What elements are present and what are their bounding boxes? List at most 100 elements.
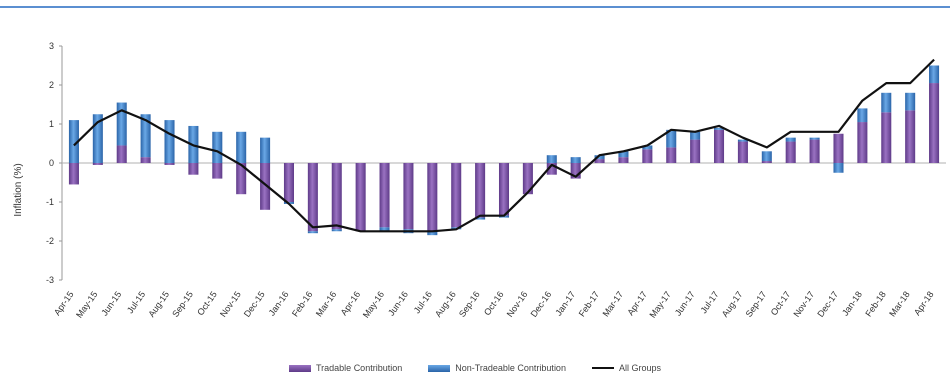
top-border-line	[0, 6, 950, 8]
x-tick-label: Feb-17	[577, 289, 602, 318]
bar-non-tradeable	[785, 137, 796, 142]
x-tick-label: Feb-16	[290, 289, 315, 318]
bar-series	[68, 65, 940, 236]
bar-non-tradeable	[737, 139, 748, 142]
bar-tradable	[116, 145, 127, 163]
legend-item-non-tradeable: Non-Tradeable Contribution	[428, 363, 566, 373]
x-tick-label: Dec-16	[529, 289, 554, 319]
x-tick-label: Jun-15	[99, 289, 123, 317]
bar-tradable	[642, 149, 653, 163]
x-tick-label: Jul-17	[698, 289, 720, 315]
x-tick-label: Jun-16	[386, 289, 410, 317]
bar-non-tradeable	[475, 217, 486, 220]
bar-tradable	[307, 163, 318, 232]
bar-non-tradeable	[929, 65, 940, 84]
bar-tradable	[427, 163, 438, 232]
x-tick-label: Sep-15	[170, 289, 195, 319]
bar-tradable	[92, 163, 103, 165]
x-tick-label: Jul-16	[412, 289, 434, 315]
y-axis-label: Inflation (%)	[13, 163, 24, 216]
bar-tradable	[809, 139, 820, 163]
bar-non-tradeable	[379, 227, 390, 232]
bar-tradable	[475, 163, 486, 218]
legend-label-all-groups: All Groups	[618, 363, 661, 373]
bar-non-tradeable	[905, 92, 916, 111]
y-tick-label: -2	[46, 236, 54, 246]
legend-item-tradable: Tradable Contribution	[289, 363, 402, 373]
bar-tradable	[905, 110, 916, 163]
bar-tradable	[522, 163, 533, 195]
x-tick-label: Apr-16	[339, 289, 363, 317]
legend-swatch-tradable	[289, 364, 311, 372]
all-groups-series-line	[73, 58, 935, 233]
x-tick-label: Nov-16	[505, 289, 530, 319]
x-tick-label: Jan-17	[553, 289, 577, 317]
bar-non-tradeable	[594, 155, 605, 160]
x-tick-label: Oct-17	[769, 289, 793, 317]
bar-non-tradeable	[714, 127, 725, 130]
x-tick-label: Nov-15	[218, 289, 243, 319]
x-tick-label: Apr-18	[912, 289, 936, 317]
bar-non-tradeable	[68, 120, 79, 163]
bar-tradable	[546, 163, 557, 175]
x-tick-label: Feb-18	[863, 289, 888, 318]
x-tick-label: Jun-17	[673, 289, 697, 317]
bar-tradable	[666, 147, 677, 163]
bar-non-tradeable	[212, 131, 223, 163]
bar-tradable	[260, 163, 271, 210]
bar-non-tradeable	[570, 157, 581, 163]
bar-non-tradeable	[307, 231, 318, 234]
x-tick-label: Apr-17	[625, 289, 649, 317]
x-tick-label: Oct-16	[482, 289, 506, 317]
x-tick-label: Aug-15	[146, 289, 171, 319]
bar-non-tradeable	[809, 137, 820, 140]
bar-tradable	[833, 133, 844, 163]
x-tick-label: Aug-17	[720, 289, 745, 319]
bar-non-tradeable	[116, 102, 127, 146]
bar-non-tradeable	[260, 137, 271, 163]
legend-swatch-all-groups	[591, 367, 614, 369]
bar-tradable	[164, 163, 175, 165]
x-tick-label: Mar-17	[601, 289, 626, 318]
bar-tradable	[498, 163, 510, 216]
bar-non-tradeable	[140, 114, 151, 158]
legend-item-all-groups: All Groups	[591, 363, 661, 373]
x-tick-label: Mar-18	[887, 289, 912, 318]
bar-non-tradeable	[881, 92, 892, 113]
y-tick-label: 2	[49, 80, 54, 90]
bar-non-tradeable	[642, 145, 653, 150]
bar-tradable	[857, 122, 868, 163]
x-tick-label: Apr-15	[52, 289, 76, 317]
bar-tradable	[212, 163, 223, 179]
x-tick-label: Mar-16	[314, 289, 339, 318]
legend-swatch-non-tradeable	[428, 364, 451, 372]
y-tick-label: 3	[49, 41, 54, 51]
x-tick-label: Sep-16	[457, 289, 482, 319]
bar-tradable	[618, 157, 629, 163]
bar-tradable	[451, 163, 462, 228]
bar-non-tradeable	[618, 151, 629, 158]
bar-tradable	[737, 141, 748, 163]
y-tick-label: -3	[46, 275, 54, 285]
bar-non-tradeable	[833, 163, 844, 173]
y-tick-label: 1	[49, 119, 54, 129]
bar-non-tradeable	[666, 129, 677, 148]
bar-tradable	[690, 139, 701, 163]
bar-tradable	[355, 163, 366, 232]
legend-label-tradable: Tradable Contribution	[316, 363, 403, 373]
x-tick-label: May-16	[361, 289, 386, 319]
legend-label-non-tradeable: Non-Tradeable Contribution	[455, 363, 566, 373]
x-tick-label: Nov-17	[791, 289, 816, 319]
bar-tradable	[379, 163, 390, 228]
bar-tradable	[761, 161, 772, 163]
x-tick-label: May-17	[647, 289, 672, 319]
y-tick-label: -1	[46, 197, 54, 207]
bar-non-tradeable	[236, 131, 247, 163]
bar-tradable	[929, 83, 940, 163]
bar-non-tradeable	[857, 108, 868, 123]
bar-non-tradeable	[427, 231, 438, 236]
x-tick-label: Sep-17	[744, 289, 769, 319]
bar-tradable	[283, 163, 294, 202]
